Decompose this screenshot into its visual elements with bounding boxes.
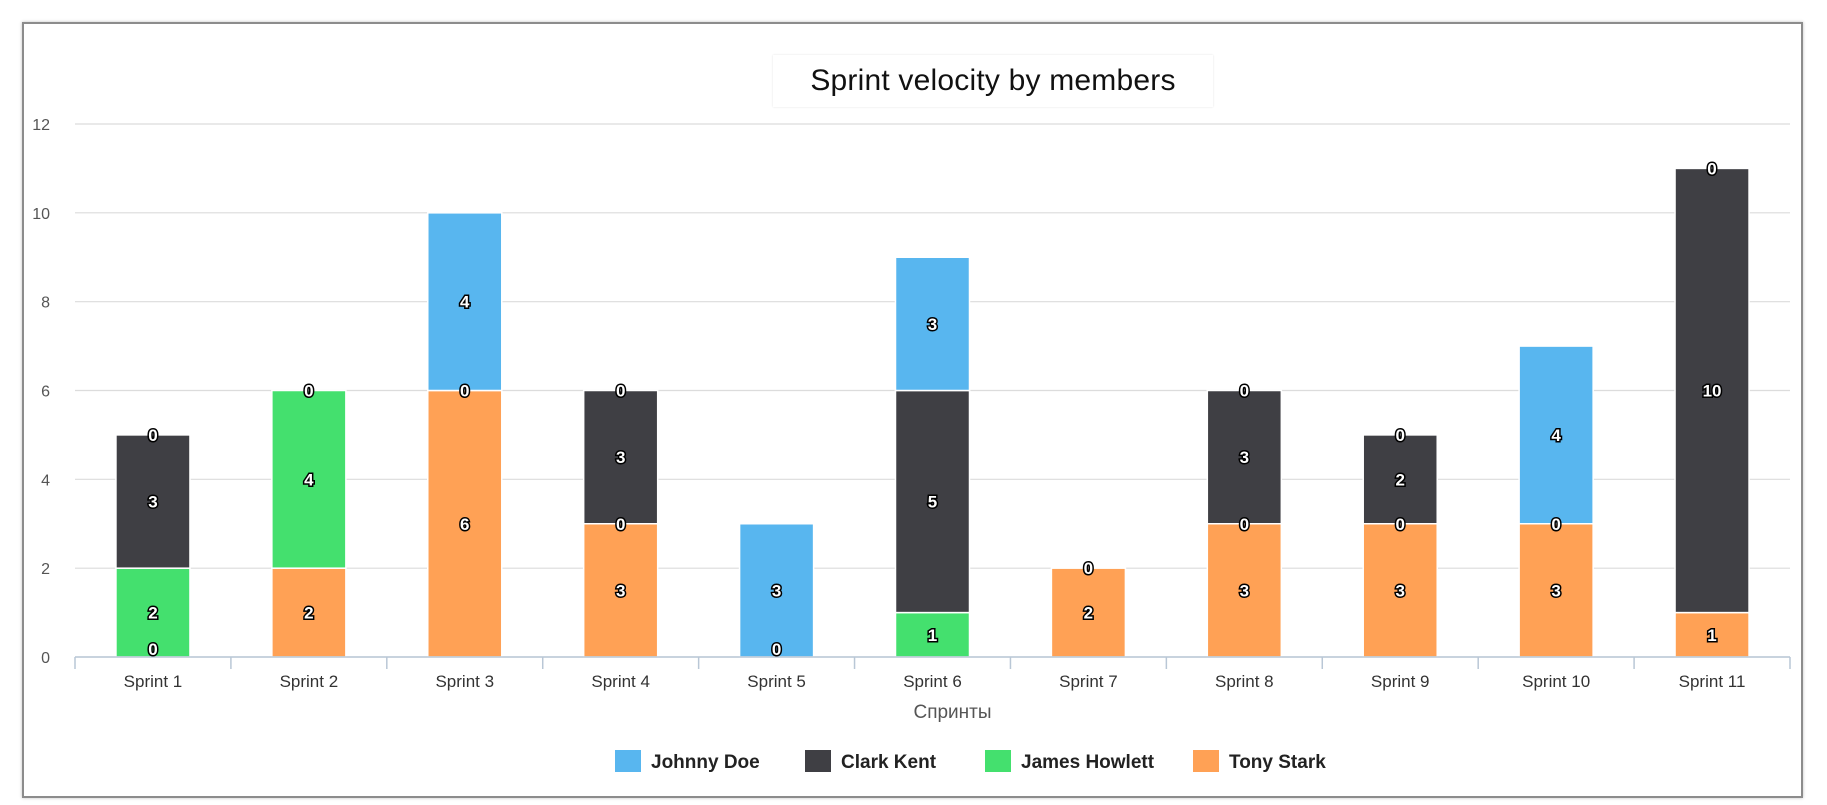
data-label: 3: [772, 581, 781, 600]
legend-label: James Howlett: [1021, 752, 1155, 773]
x-tick-label: Sprint 7: [1059, 672, 1118, 691]
legend-swatch: [1193, 750, 1219, 772]
bar-sprint-1-clark-kent: [115, 434, 191, 569]
bar-sprint-7-tony-stark: [1050, 567, 1127, 658]
bar-sprint-2-james-howlett: [271, 389, 347, 569]
legend-label: Clark Kent: [841, 752, 937, 773]
data-label: 3: [1395, 581, 1404, 600]
bar-sprint-8-tony-stark: [1206, 523, 1283, 658]
data-label: 0: [772, 640, 781, 659]
data-label: 10: [1703, 382, 1722, 401]
data-label: 4: [460, 293, 470, 312]
data-label: 2: [1084, 604, 1093, 623]
data-label-zero: 0: [1551, 515, 1560, 534]
data-label: 3: [148, 493, 157, 512]
chart-title-box: Sprint velocity by members: [773, 55, 1213, 107]
bar-sprint-3-johnny-doe: [427, 212, 503, 392]
data-label: 3: [616, 581, 625, 600]
data-label-zero: 0: [616, 515, 625, 534]
y-tick-label: 2: [41, 561, 50, 578]
data-label-zero: 0: [1084, 559, 1093, 578]
data-label: 5: [928, 493, 937, 512]
x-tick-label: Sprint 5: [747, 672, 806, 691]
x-tick-label: Sprint 3: [435, 672, 494, 691]
y-axis-ticks: 0 2 4 6 8 10 12: [32, 117, 50, 667]
y-tick-label: 0: [41, 650, 50, 667]
x-tick-label: Sprint 8: [1215, 672, 1274, 691]
data-label-zero: 0: [148, 426, 157, 445]
data-label: 3: [1551, 581, 1560, 600]
data-label: 1: [1707, 626, 1716, 645]
bar-sprint-6-johnny-doe: [894, 256, 971, 392]
y-tick-label: 4: [41, 472, 50, 489]
legend-swatch: [615, 750, 641, 772]
x-tick-label: Sprint 10: [1522, 672, 1590, 691]
y-tick-label: 12: [32, 117, 50, 134]
x-axis-title: Спринты: [913, 702, 991, 723]
data-label: 0: [148, 640, 157, 659]
data-label: 2: [304, 604, 313, 623]
x-tick-label: Sprint 1: [124, 672, 183, 691]
data-label: 3: [1240, 581, 1249, 600]
data-label: 3: [1240, 448, 1249, 467]
data-label: 3: [928, 315, 937, 334]
data-label-zero: 0: [1395, 515, 1404, 534]
x-tick-label: Sprint 11: [1679, 672, 1746, 691]
bar-sprint-4-clark-kent: [582, 389, 659, 525]
y-tick-label: 8: [41, 295, 50, 312]
y-tick-label: 10: [32, 206, 50, 223]
data-label-zero: 0: [304, 382, 313, 401]
data-labels: 0 2 3 2 4 6 4 3 3 0 3 1 5 3 2 3 3 3 2 3 4 1 10 0 0 0 0 0 0 0 0 0 0 0 0: [147, 158, 1723, 661]
bars: [115, 167, 1750, 658]
data-label: 1: [928, 626, 937, 645]
data-label-zero: 0: [1707, 159, 1716, 178]
data-label: 2: [1395, 470, 1404, 489]
data-label: 6: [460, 515, 469, 534]
x-tick-label: Sprint 9: [1371, 672, 1430, 691]
data-label: 3: [616, 448, 625, 467]
legend-item-clark-kent[interactable]: Clark Kent: [805, 750, 937, 773]
data-label: 2: [148, 604, 157, 623]
x-tick-label: Sprint 2: [280, 672, 339, 691]
chart-title: Sprint velocity by members: [810, 64, 1176, 97]
data-label-zero: 0: [460, 382, 469, 401]
bar-sprint-9-clark-kent: [1362, 434, 1438, 525]
data-label: 4: [304, 470, 314, 489]
legend-label: Tony Stark: [1229, 752, 1326, 773]
bar-sprint-11-tony-stark: [1674, 611, 1750, 658]
bar-sprint-9-tony-stark: [1362, 523, 1438, 658]
data-label-zero: 0: [1395, 426, 1404, 445]
legend-item-tony-stark[interactable]: Tony Stark: [1193, 750, 1326, 773]
data-label-zero: 0: [616, 382, 625, 401]
data-label: 4: [1551, 426, 1561, 445]
data-label-zero: 0: [1240, 515, 1249, 534]
legend: Johnny Doe Clark Kent James Howlett Tony St…: [615, 750, 1326, 773]
bar-sprint-6-clark-kent: [894, 389, 971, 614]
legend-swatch: [805, 750, 831, 772]
x-tick-label: Sprint 4: [591, 672, 650, 691]
bar-sprint-11-clark-kent: [1674, 167, 1750, 614]
legend-label: Johnny Doe: [651, 752, 760, 773]
bar-sprint-10-johnny-doe: [1518, 345, 1594, 525]
x-axis: Sprint 1 Sprint 2 Sprint 3 Sprint 4 Sprint 5…: [74, 656, 1791, 691]
legend-swatch: [985, 750, 1011, 772]
x-tick-label: Sprint 6: [903, 672, 962, 691]
y-tick-label: 6: [41, 384, 50, 401]
legend-item-james-howlett[interactable]: James Howlett: [985, 750, 1155, 773]
bar-sprint-8-clark-kent: [1206, 389, 1283, 525]
bar-sprint-4-tony-stark: [582, 523, 659, 658]
legend-item-johnny-doe[interactable]: Johnny Doe: [615, 750, 760, 773]
data-label-zero: 0: [1240, 382, 1249, 401]
